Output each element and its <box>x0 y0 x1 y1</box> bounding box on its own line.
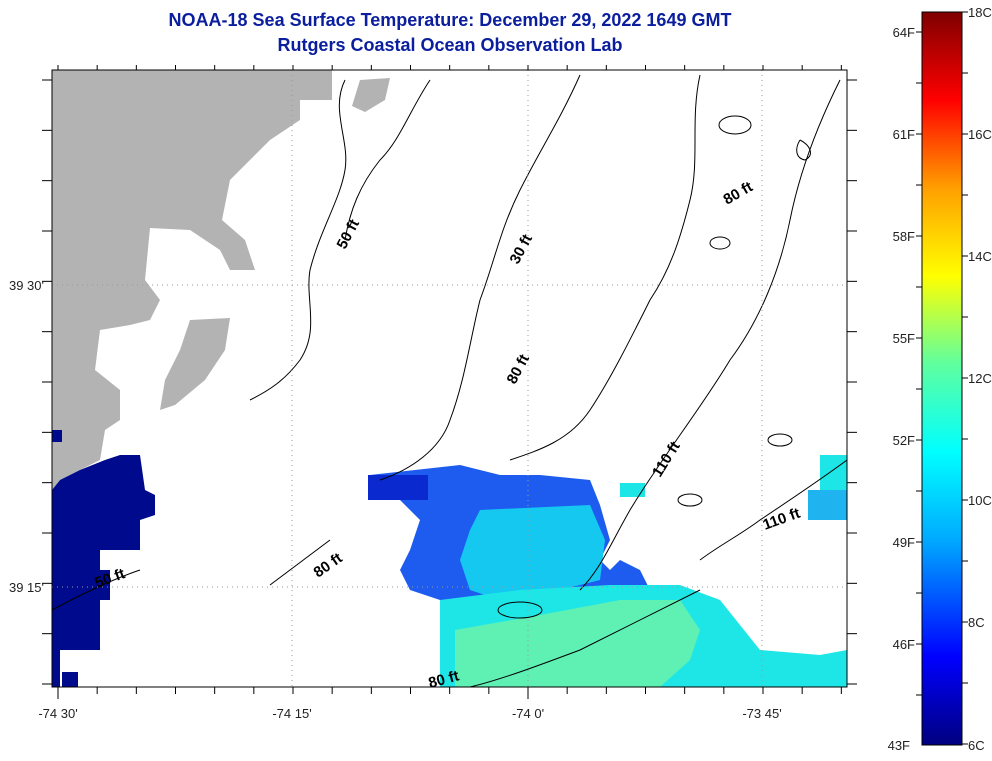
land-area <box>352 78 390 112</box>
contour-label: 80 ft <box>504 352 533 387</box>
colorbar-f-label: 46F <box>893 637 915 652</box>
colorbar-f-label: 61F <box>893 127 915 142</box>
colorbar-c-label: 8C <box>968 615 985 630</box>
contour-label: 110 ft <box>649 439 684 481</box>
contour-label: 80 ft <box>427 667 461 691</box>
sst-warm-region <box>455 600 700 687</box>
colorbar-f-label: 58F <box>893 229 915 244</box>
lon-label: -74 30' <box>38 706 77 721</box>
colorbar-f-label: 52F <box>893 433 915 448</box>
colorbar-f-label: 64F <box>893 25 915 40</box>
sst-warm-region <box>460 505 605 600</box>
colorbar <box>921 11 963 746</box>
lat-label: 39 30' <box>9 278 44 293</box>
colorbar-c-label: 10C <box>968 493 992 508</box>
colorbar-f-label: 49F <box>893 535 915 550</box>
land-area <box>52 70 332 490</box>
land-area <box>160 318 230 410</box>
lon-label: -74 0' <box>512 706 544 721</box>
map-subtitle: Rutgers Coastal Ocean Observation Lab <box>277 35 623 55</box>
colorbar-f-label: 43F <box>888 738 910 753</box>
axis-ticks <box>42 65 857 699</box>
colorbar-c-label: 12C <box>968 371 992 386</box>
lon-label: -74 15' <box>272 706 311 721</box>
contour-label: 80 ft <box>721 178 756 208</box>
cold-water-region <box>52 455 155 687</box>
contour-label: 30 ft <box>507 232 536 267</box>
colorbar-c-label: 6C <box>968 738 985 753</box>
colorbar-c-label: 16C <box>968 127 992 142</box>
colorbar-c-label: 18C <box>968 5 992 20</box>
contour-label: 110 ft <box>761 505 803 534</box>
colorbar-c-label: 14C <box>968 249 992 264</box>
colorbar-ticks <box>916 11 968 745</box>
lon-label: -73 45' <box>742 706 781 721</box>
map-title: NOAA-18 Sea Surface Temperature: Decembe… <box>168 10 732 30</box>
colorbar-f-label: 55F <box>893 331 915 346</box>
contour-label: 50 ft <box>334 217 363 252</box>
contour-label: 80 ft <box>311 550 346 582</box>
lat-label: 39 15' <box>9 580 44 595</box>
